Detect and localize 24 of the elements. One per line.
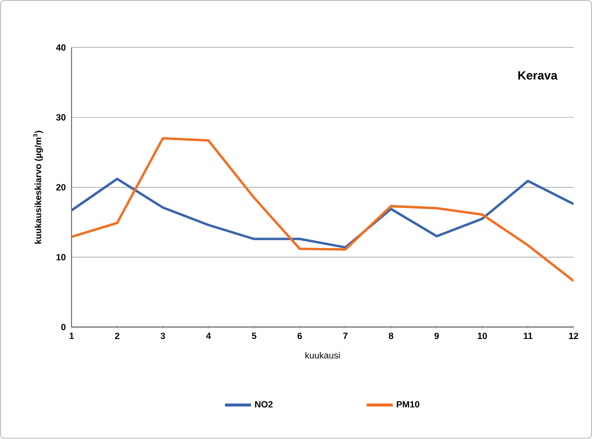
line-series: [72, 137, 574, 282]
x-tick-label: 3: [160, 332, 165, 340]
x-tick-label: 6: [298, 332, 302, 340]
x-tick-label: 7: [343, 332, 348, 340]
x-tick-label: 2: [115, 332, 120, 340]
x-tick-label: 12: [569, 332, 578, 340]
y-axis-title: kuukausikeskiarvo (µg/m$^{3}$): [33, 130, 44, 244]
x-tick-label: 11: [524, 332, 532, 340]
annotation: Kerava: [518, 71, 558, 80]
y-tick-label: 0: [61, 324, 66, 330]
line-series: [72, 178, 574, 249]
x-tick-label: 8: [388, 332, 394, 340]
x-axis-title: kuukausi: [305, 352, 340, 359]
x-tick-label: 9: [434, 332, 439, 340]
x-tick-label: 5: [252, 332, 256, 340]
x-tick-label: 10: [478, 332, 487, 340]
x-tick-label: 1: [70, 332, 74, 340]
y-tick-label: 30: [56, 114, 66, 121]
y-tick-label: 10: [56, 254, 66, 260]
legend-label: PM10: [396, 401, 420, 408]
x-tick-label: 4: [206, 332, 211, 340]
y-tick-label: 40: [56, 44, 66, 51]
y-tick-label: 20: [56, 184, 66, 191]
legend-label: NO2: [255, 401, 273, 408]
